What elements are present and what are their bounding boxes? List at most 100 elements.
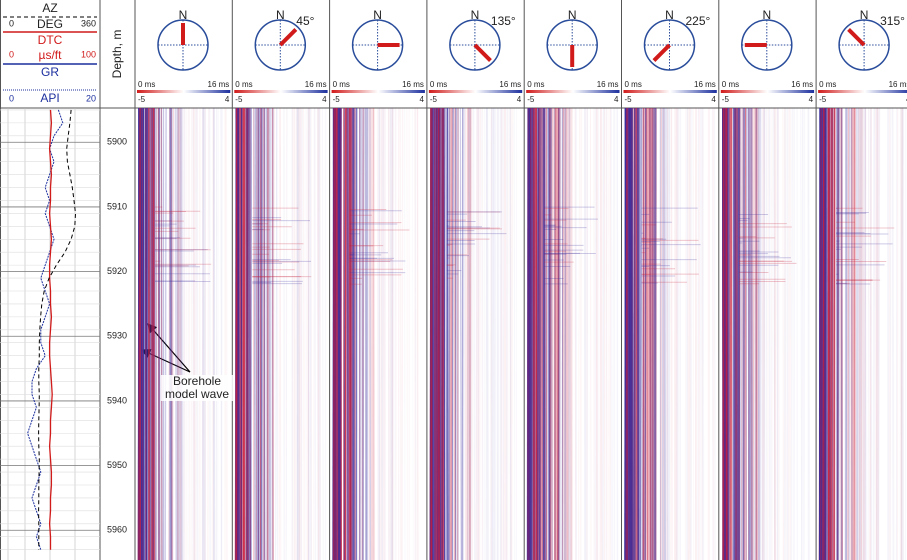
- wave-trace: [801, 108, 802, 560]
- wave-trace: [669, 108, 670, 560]
- depth-tick-label: 5900: [107, 137, 127, 147]
- wave-trace: [846, 108, 847, 560]
- dtc-min: 0: [9, 49, 14, 59]
- az-min: 0: [9, 18, 14, 28]
- wave-trace: [868, 108, 869, 560]
- wave-trace: [566, 108, 567, 560]
- wave-trace: [837, 108, 838, 560]
- wave-trace: [318, 108, 319, 560]
- time-tick-label: 16 ms: [791, 80, 813, 89]
- annotation: Boreholemodel wave: [161, 374, 233, 401]
- wave-trace: [308, 108, 309, 560]
- wave-trace: [671, 108, 672, 560]
- wave-trace: [865, 108, 866, 560]
- wave-trace: [734, 108, 735, 560]
- wave-trace: [333, 108, 334, 560]
- time-tick-label: 16 ms: [597, 80, 619, 89]
- depth-tick-label: 5920: [107, 266, 127, 276]
- colorbar: [137, 90, 230, 93]
- wave-trace: [603, 108, 604, 560]
- colorbar: [332, 90, 425, 93]
- time-tick-label: 0 ms: [819, 80, 836, 89]
- wave-trace: [315, 108, 316, 560]
- wave-trace: [501, 108, 502, 560]
- time-tick-label: 0 ms: [722, 80, 739, 89]
- wave-trace: [611, 108, 612, 560]
- wave-trace: [264, 108, 265, 560]
- wave-trace: [280, 108, 281, 560]
- wave-trace: [731, 108, 732, 560]
- wave-trace: [826, 108, 827, 560]
- amplitude-label: -5: [722, 95, 730, 104]
- wave-trace: [748, 108, 749, 560]
- wave-trace: [226, 108, 227, 560]
- time-tick-label: 16 ms: [208, 80, 230, 89]
- time-tick-label: 16 ms: [499, 80, 521, 89]
- gr-name: GR: [41, 65, 59, 79]
- wave-trace: [279, 108, 280, 560]
- wave-trace: [690, 108, 691, 560]
- wave-trace: [543, 108, 544, 560]
- wave-trace: [699, 108, 700, 560]
- colorbar: [721, 90, 814, 93]
- wave-trace: [702, 108, 703, 560]
- wave-trace: [770, 108, 771, 560]
- wave-trace: [536, 108, 537, 560]
- wave-trace: [336, 108, 337, 560]
- wave-trace: [177, 108, 178, 560]
- wave-trace: [341, 108, 342, 560]
- amplitude-label: 4: [711, 95, 716, 104]
- wave-trace: [655, 108, 656, 560]
- wave-trace: [462, 108, 463, 560]
- depth-tick-label: 5950: [107, 460, 127, 470]
- wave-trace: [152, 108, 153, 560]
- az-max: 360: [81, 18, 96, 28]
- wave-trace: [350, 108, 351, 560]
- wave-trace: [402, 108, 403, 560]
- time-tick-label: 0 ms: [138, 80, 155, 89]
- wave-trace: [645, 108, 646, 560]
- azimuth-label: 315°: [880, 14, 905, 28]
- waveform-texture: [527, 108, 617, 560]
- wave-trace: [766, 108, 767, 560]
- time-tick-label: 16 ms: [402, 80, 424, 89]
- wave-trace: [476, 108, 477, 560]
- depth-tick-label: 5960: [107, 525, 127, 535]
- wave-trace: [743, 108, 744, 560]
- time-tick-label: 0 ms: [235, 80, 252, 89]
- wave-trace: [510, 108, 511, 560]
- wave-trace: [347, 108, 348, 560]
- wave-trace: [448, 108, 449, 560]
- colorbar: [429, 90, 522, 93]
- wave-trace: [436, 108, 437, 560]
- wave-trace: [267, 108, 268, 560]
- time-tick-label: 0 ms: [625, 80, 642, 89]
- wave-trace: [507, 108, 508, 560]
- amplitude-label: 4: [322, 95, 327, 104]
- wave-trace: [277, 108, 278, 560]
- time-tick-label: 0 ms: [527, 80, 544, 89]
- az-unit: DEG: [37, 17, 63, 31]
- wave-trace: [902, 108, 903, 560]
- amplitude-label: 4: [225, 95, 230, 104]
- wave-trace: [338, 108, 339, 560]
- wave-trace: [165, 108, 166, 560]
- wave-trace: [418, 108, 419, 560]
- amplitude-label: -5: [625, 95, 633, 104]
- dtc-unit: µs/ft: [39, 48, 63, 62]
- wave-trace: [626, 108, 627, 560]
- dtc-name: DTC: [38, 33, 63, 47]
- amplitude-label: -5: [527, 95, 535, 104]
- wave-trace: [737, 108, 738, 560]
- figure: AZ DEG 0 360 DTC µs/ft 0 100 GR API 0 20…: [0, 0, 907, 560]
- azimuth-label: 45°: [296, 14, 314, 28]
- colorbar: [234, 90, 327, 93]
- wave-trace: [400, 108, 401, 560]
- colorbar: [526, 90, 619, 93]
- wave-trace: [356, 108, 357, 560]
- annotation-text: model wave: [165, 387, 229, 401]
- time-tick-label: 0 ms: [430, 80, 447, 89]
- depth-axis-label: Depth, m: [110, 30, 124, 79]
- wave-trace: [601, 108, 602, 560]
- gr-min: 0: [9, 93, 14, 103]
